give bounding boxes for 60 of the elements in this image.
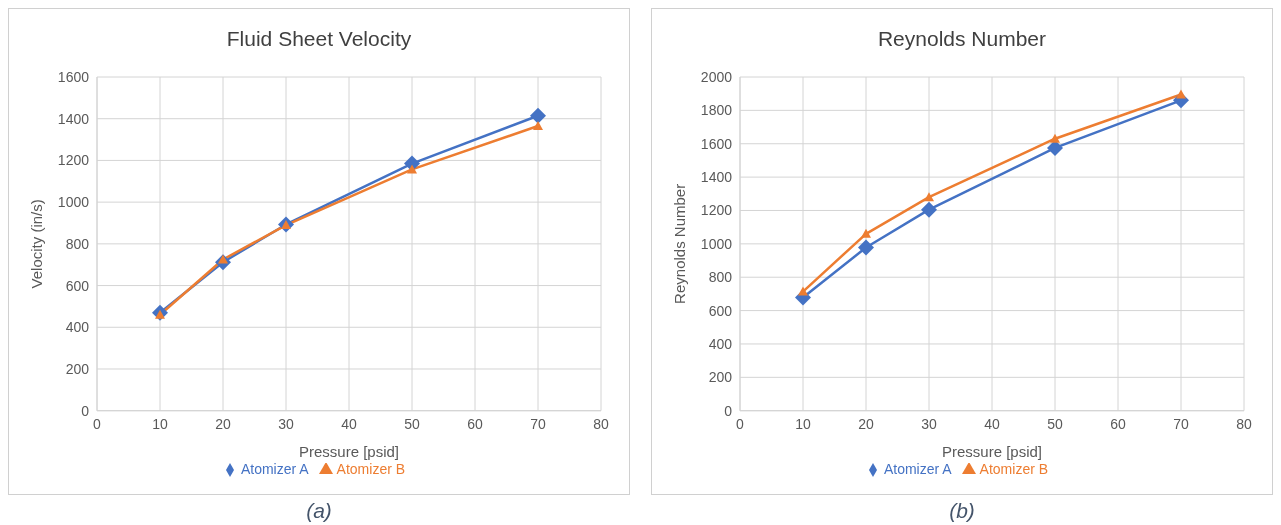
x-tick-label: 30 (278, 415, 294, 432)
text: (a) (306, 499, 332, 523)
x-tick-label: 70 (530, 415, 546, 432)
point (533, 121, 543, 131)
legend-label: Atomizer A (240, 460, 309, 477)
x-tick-label: 30 (921, 415, 937, 432)
y-tick-label: 0 (724, 402, 733, 419)
chart-title: Reynolds Number (876, 27, 1048, 52)
x-tick-label: 40 (984, 415, 1000, 432)
point (1050, 133, 1060, 143)
y-tick-label: 600 (708, 302, 733, 319)
y-tick-label: 400 (708, 335, 733, 352)
x-tick-label: 20 (215, 415, 231, 432)
x-tick-label: 50 (404, 415, 420, 432)
y-tick-label: 1600 (57, 68, 90, 85)
x-tick-label: 70 (1173, 415, 1189, 432)
y-tick-label: 800 (708, 269, 733, 286)
legend-label: Atomizer A (883, 460, 952, 477)
chart-title: Fluid Sheet Velocity (225, 27, 413, 52)
text: (b) (949, 499, 975, 523)
point (921, 201, 937, 218)
x-tick-label: 20 (858, 415, 874, 432)
x-tick-label: 50 (1047, 415, 1063, 432)
x-tick-label: 10 (795, 415, 811, 432)
legend-label: Atomizer B (336, 460, 406, 477)
y-tick-label: 200 (708, 369, 733, 386)
x-tick-label: 10 (152, 415, 168, 432)
y-tick-label: 200 (65, 360, 90, 377)
y-tick-label: 800 (65, 235, 90, 252)
point (858, 239, 874, 256)
y-tick-label: 1600 (700, 135, 733, 152)
y-axis-title: Velocity (in/s) (28, 199, 46, 289)
x-tick-label: 0 (93, 415, 102, 432)
point (924, 192, 934, 202)
y-tick-label: 2000 (700, 68, 733, 85)
point (530, 107, 546, 124)
y-tick-label: 600 (65, 277, 90, 294)
x-tick-label: 40 (341, 415, 357, 432)
point (1176, 89, 1186, 99)
x-tick-label: 80 (1236, 415, 1252, 432)
y-axis-title: Reynolds Number (671, 183, 689, 304)
y-tick-label: 1400 (57, 110, 90, 127)
y-tick-label: 1200 (700, 202, 733, 219)
legend-label: Atomizer B (979, 460, 1049, 477)
y-tick-label: 1400 (700, 169, 733, 186)
y-tick-label: 1800 (700, 102, 733, 119)
y-tick-label: 1000 (57, 194, 90, 211)
y-tick-label: 1000 (700, 235, 733, 252)
y-tick-label: 0 (81, 402, 90, 419)
y-tick-label: 400 (65, 319, 90, 336)
y-tick-label: 1200 (57, 152, 90, 169)
point (861, 228, 871, 238)
x-tick-label: 0 (736, 415, 745, 432)
point (798, 286, 808, 296)
point (407, 164, 417, 174)
x-tick-label: 60 (467, 415, 483, 432)
x-axis-title: Pressure [psid] (941, 442, 1043, 460)
x-tick-label: 80 (593, 415, 609, 432)
x-axis-title: Pressure [psid] (298, 442, 400, 460)
x-tick-label: 60 (1110, 415, 1126, 432)
